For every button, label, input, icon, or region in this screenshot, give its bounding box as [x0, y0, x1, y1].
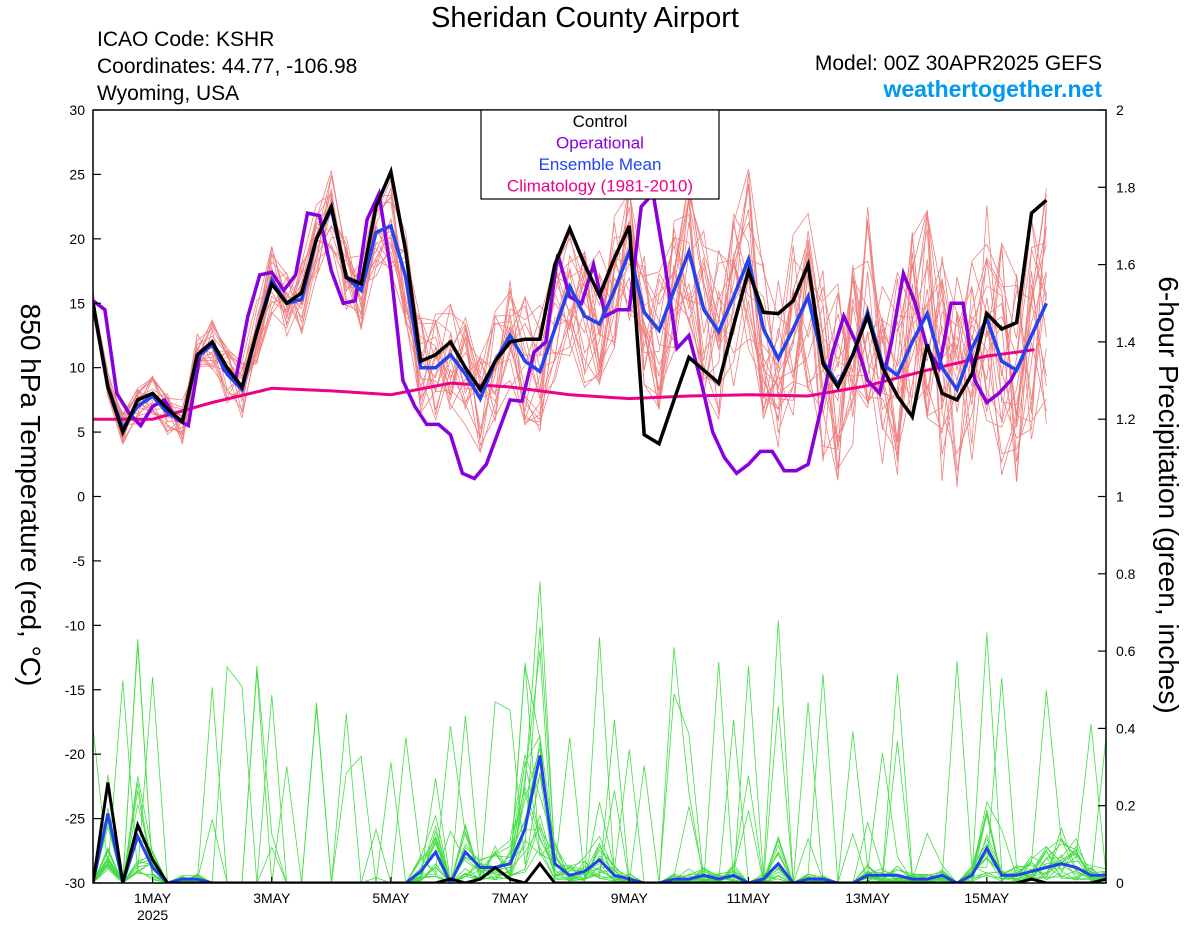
y2-tick-label: 0.8 [1116, 566, 1136, 582]
x-tick-label: 9MAY [611, 890, 649, 906]
temp-member-line [93, 178, 1047, 459]
chart-title: Sheridan County Airport [431, 2, 739, 34]
legend-entry: Climatology (1981-2010) [507, 177, 693, 196]
x-tick-sublabel: 2025 [137, 907, 168, 923]
y2-tick-label: 0.2 [1116, 798, 1136, 814]
precip-member-line [93, 661, 1106, 883]
y2-tick-label: 1 [1116, 489, 1124, 505]
y2-tick-label: 1.6 [1116, 257, 1136, 273]
legend-entry: Control [573, 112, 628, 131]
legend-entry: Operational [556, 134, 644, 153]
site-link[interactable]: weathertogether.net [883, 76, 1102, 102]
y2-tick-label: 0.4 [1116, 720, 1136, 736]
y-tick-label: -25 [65, 811, 85, 827]
x-tick-label: 11MAY [727, 890, 771, 906]
legend-entry: Ensemble Mean [539, 155, 662, 174]
y-tick-label: -5 [73, 553, 86, 569]
x-tick-label: 7MAY [492, 890, 530, 906]
y2-tick-label: 1.4 [1116, 334, 1136, 350]
x-tick-label: 13MAY [845, 890, 891, 906]
series-group [93, 165, 1106, 883]
y-tick-label: -10 [65, 617, 85, 633]
control-temp-line [93, 165, 1048, 447]
y2-tick-label: 2 [1116, 102, 1124, 118]
precip-member-line [93, 626, 1106, 883]
climatology-line [93, 348, 1035, 421]
temp-member-line [93, 220, 1047, 481]
precip-member-line [93, 665, 1106, 883]
y2-tick-label: 0.6 [1116, 643, 1136, 659]
y-tick-label: -30 [65, 875, 85, 891]
region: Wyoming, USA [97, 82, 240, 105]
temp-member-line [93, 188, 1047, 470]
precip-member-line [93, 707, 1106, 883]
temp-member-line [93, 185, 1047, 475]
model-run: Model: 00Z 30APR2025 GEFS [814, 52, 1102, 75]
y-tick-label: 5 [77, 424, 85, 440]
plot-area [93, 110, 1106, 883]
precip-ensemble-mean-line [93, 755, 1106, 883]
y-tick-label: 25 [69, 166, 85, 182]
x-tick-label: 5MAY [372, 890, 410, 906]
y-tick-label: -20 [65, 746, 85, 762]
precip-member-line [93, 620, 1106, 883]
y-tick-label: 0 [77, 489, 85, 505]
y2-tick-label: 0 [1116, 875, 1124, 891]
y-tick-label: 10 [69, 360, 85, 376]
y2-tick-label: 1.8 [1116, 179, 1136, 195]
temp-member-line [93, 168, 1047, 488]
x-tick-label: 1MAY [134, 890, 172, 906]
x-tick-label: 15MAY [964, 890, 1010, 906]
coordinates: Coordinates: 44.77, -106.98 [97, 55, 358, 78]
icao-code: ICAO Code: KSHR [97, 28, 275, 51]
y-tick-label: 30 [69, 102, 85, 118]
x-tick-label: 3MAY [253, 890, 291, 906]
legend-box [480, 109, 720, 200]
y-tick-label: -15 [65, 682, 85, 698]
temp-member-line [93, 209, 1047, 451]
y2-tick-label: 1.2 [1116, 411, 1136, 427]
y-tick-label: 20 [69, 231, 85, 247]
y-tick-label: 15 [69, 295, 85, 311]
